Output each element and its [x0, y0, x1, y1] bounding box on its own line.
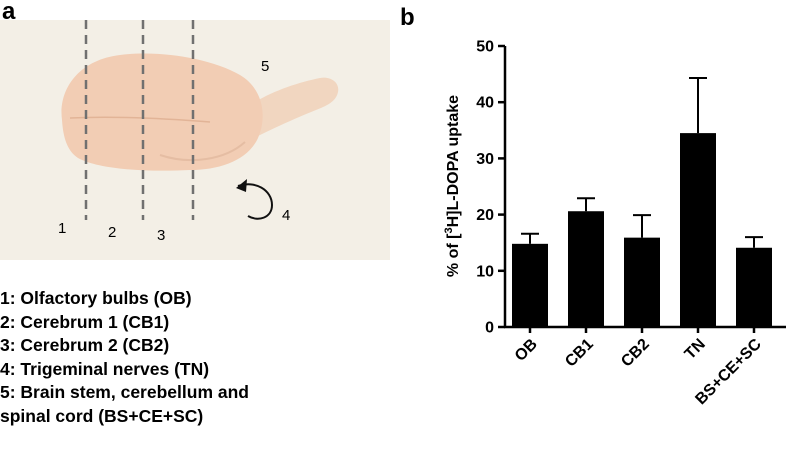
region-legend: 1: Olfactory bulbs (OB) 2: Cerebrum 1 (C…	[0, 287, 395, 428]
y-tick-label-0: 0	[485, 320, 494, 337]
uptake-bar-chart: % of [3H]L-DOPA uptake 0 10 20 30 40 50 OB CB1 C…	[443, 39, 786, 408]
legend-item-bs: 5: Brain stem, cerebellum and	[0, 382, 249, 402]
legend-item-tn: 4: Trigeminal nerves (TN)	[0, 358, 210, 379]
bar-bs-ce-sc	[736, 247, 772, 327]
y-tick-label-10: 10	[476, 263, 494, 280]
brain-fissure	[69, 116, 211, 123]
legend-item-cb1: 2: Cerebrum 1 (CB1)	[0, 311, 170, 332]
x-tick-label-cb1: CB1	[562, 336, 597, 371]
bar-ob	[512, 243, 548, 327]
legend-item-ob: 1: Olfactory bulbs (OB)	[0, 288, 192, 308]
trigeminal-arrow	[237, 183, 274, 220]
region-number-2: 2	[108, 224, 116, 241]
panel-label-a: a	[2, 0, 16, 25]
x-tick-label-ob: OB	[512, 336, 541, 365]
panel-label-b: b	[400, 4, 415, 31]
region-number-5: 5	[261, 58, 269, 75]
trigeminal-arrowhead	[236, 179, 247, 192]
y-tick-label-40: 40	[476, 95, 494, 112]
spinal-cord	[255, 77, 339, 136]
bar-cb2	[624, 237, 660, 327]
legend-item-bs-cont: spinal cord (BS+CE+SC)	[0, 405, 204, 426]
region-number-1: 1	[58, 220, 66, 237]
legend-item-cb2: 3: Cerebrum 2 (CB2)	[0, 335, 170, 355]
y-tick-label-20: 20	[476, 207, 494, 224]
bar-cb1	[568, 211, 604, 327]
y-tick-label-50: 50	[476, 39, 494, 56]
y-axis-label-superscript: 3	[443, 227, 455, 233]
region-number-3: 3	[157, 227, 165, 244]
brain-photo: 1 2 3 4 5	[0, 20, 390, 260]
x-tick-label-cb2: CB2	[618, 336, 653, 371]
brain-shadow	[159, 141, 246, 162]
y-tick-label-30: 30	[476, 151, 494, 168]
bar-tn	[680, 133, 716, 327]
y-axis-label: % of [3H]L-DOPA uptake	[443, 95, 462, 277]
brain-tissue	[61, 53, 263, 171]
x-tick-label-tn: TN	[682, 336, 709, 363]
region-number-4: 4	[282, 207, 290, 224]
